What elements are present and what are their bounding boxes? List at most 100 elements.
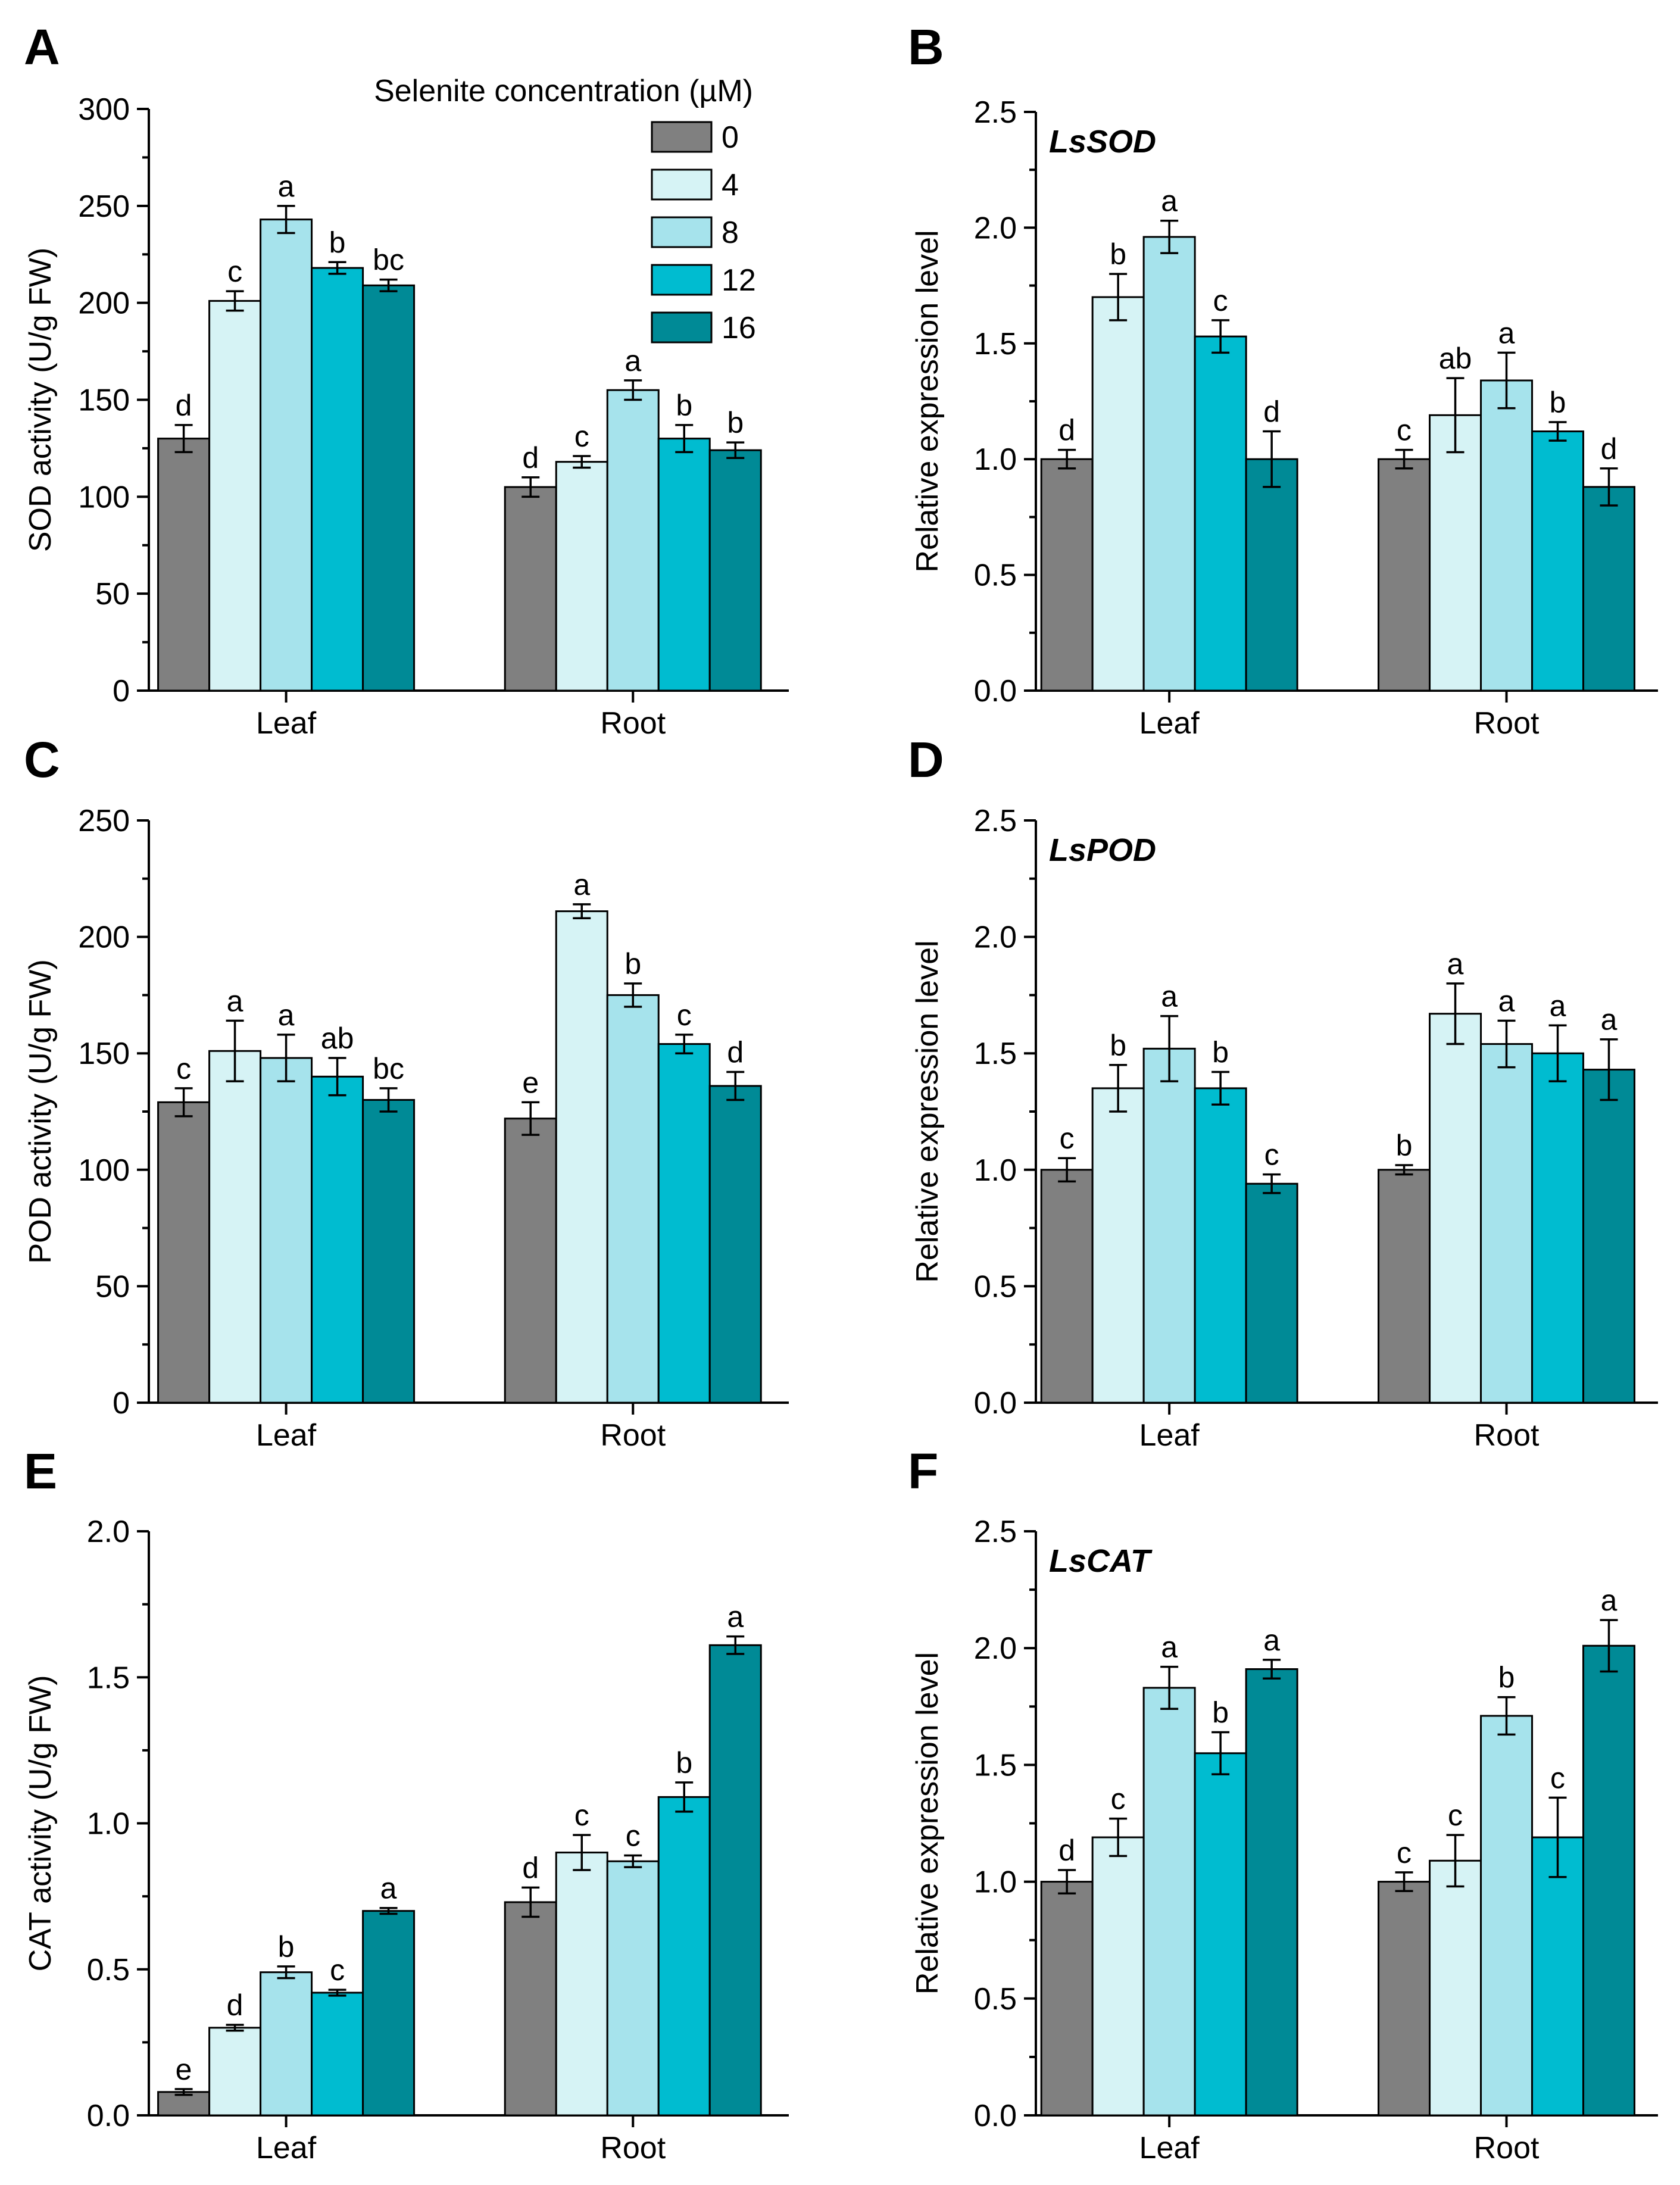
bar — [157, 1101, 211, 1404]
y-tick-label: 1.0 — [974, 1865, 1017, 1900]
significance-letter: a — [1161, 185, 1178, 218]
y-axis-label: Relative expression level — [910, 940, 945, 1282]
bar — [1429, 1859, 1482, 2117]
y-axis-label: Relative expression level — [910, 1652, 945, 1994]
significance-letter: bc — [373, 244, 404, 277]
significance-letter: e — [522, 1066, 539, 1099]
significance-letter: c — [574, 420, 589, 453]
legend-swatch — [651, 168, 713, 201]
significance-letter: b — [1110, 238, 1126, 271]
x-category-label: Leaf — [1139, 706, 1200, 741]
bar — [362, 284, 416, 692]
panel-b: B 0.0 0.5 1.0 1.5 2.0 2.5 Relative expression l… — [908, 19, 1658, 741]
y-tick-label: 1.5 — [974, 1748, 1017, 1783]
legend-title: Selenite concentration (µM) — [374, 74, 753, 108]
bar — [1480, 379, 1534, 692]
x-category-label: Root — [600, 706, 666, 741]
y-tick-label: 0.0 — [974, 674, 1017, 708]
legend-item-label: 16 — [722, 311, 756, 345]
significance-letter: b — [676, 389, 692, 422]
bar — [157, 2091, 211, 2117]
significance-letter: b — [329, 226, 346, 259]
panel-letter: C — [24, 732, 60, 788]
legend-item-label: 0 — [722, 120, 739, 155]
significance-letter: b — [1212, 1696, 1229, 1729]
y-tick-label: 50 — [95, 1269, 130, 1304]
bar — [1480, 1715, 1534, 2117]
bar — [1091, 1836, 1145, 2117]
bar — [1040, 1169, 1094, 1404]
x-category-label: Root — [1474, 706, 1540, 741]
significance-letter: b — [1110, 1029, 1126, 1062]
panel-letter: A — [24, 19, 60, 75]
significance-letter: c — [1448, 1799, 1463, 1832]
bar — [555, 910, 608, 1404]
bar — [1245, 458, 1298, 692]
bar — [1142, 1687, 1196, 2117]
panel-letter: F — [908, 1443, 938, 1499]
y-tick-label: 50 — [95, 577, 130, 611]
significance-letter: d — [727, 1035, 744, 1069]
significance-letter: a — [1447, 947, 1464, 981]
y-tick-label: 0.5 — [974, 1982, 1017, 2017]
bar — [1091, 1087, 1145, 1404]
significance-letter: a — [227, 984, 243, 1017]
significance-letter: c — [626, 1819, 641, 1852]
bar — [1194, 1087, 1247, 1404]
legend: Selenite concentration (µM) 0 4 8 12 16 — [374, 74, 756, 345]
bar — [504, 486, 557, 692]
y-tick-label: 250 — [78, 804, 130, 838]
bar — [1378, 1881, 1431, 2117]
bar — [1040, 1881, 1094, 2117]
bar — [1582, 1644, 1636, 2117]
significance-letter: b — [1498, 1661, 1515, 1694]
bar — [1142, 1047, 1196, 1404]
x-category-label: Leaf — [1139, 2131, 1200, 2165]
bar — [1378, 458, 1431, 692]
significance-letter: a — [573, 868, 590, 901]
significance-letter: a — [624, 344, 641, 377]
bar — [1531, 430, 1585, 692]
legend-swatch — [651, 121, 713, 153]
significance-letter: d — [227, 1989, 243, 2022]
significance-letter: b — [727, 406, 744, 439]
bar — [657, 1796, 711, 2117]
bar — [504, 1118, 557, 1404]
significance-letter: b — [1550, 386, 1566, 419]
significance-letter: c — [677, 998, 692, 1032]
significance-letter: d — [1601, 432, 1617, 466]
x-category-label: Root — [1474, 2131, 1540, 2165]
significance-letter: a — [727, 1600, 744, 1634]
significance-letter: b — [1396, 1129, 1413, 1162]
significance-letter: a — [380, 1872, 397, 1905]
significance-letter: a — [1161, 980, 1178, 1013]
significance-letter: c — [176, 1052, 191, 1085]
significance-letter: ab — [1439, 342, 1472, 375]
panel-e: E 0.0 0.5 1.0 1.5 2.0 CAT activity (U/g FW) e d b… — [23, 1443, 789, 2165]
gene-title: LsCAT — [1049, 1543, 1153, 1579]
bar — [606, 994, 660, 1404]
bar — [1091, 296, 1145, 692]
significance-letter: a — [1498, 984, 1515, 1017]
bar — [1142, 236, 1196, 692]
bar — [1531, 1052, 1585, 1404]
y-tick-label: 150 — [78, 1037, 130, 1071]
significance-letter: d — [1058, 414, 1075, 447]
significance-letter: bc — [373, 1052, 404, 1085]
bar — [311, 1075, 364, 1404]
y-tick-label: 0.5 — [974, 558, 1017, 593]
legend-item-label: 12 — [722, 263, 756, 298]
bar — [362, 1910, 416, 2117]
gene-title: LsSOD — [1049, 124, 1156, 160]
bar — [1245, 1182, 1298, 1404]
legend-item-label: 8 — [722, 216, 739, 250]
y-tick-label: 2.5 — [974, 95, 1017, 130]
bar — [657, 1043, 711, 1404]
significance-letter: ab — [321, 1022, 354, 1055]
bar — [157, 438, 211, 692]
bar — [260, 1057, 313, 1404]
significance-letter: c — [1060, 1122, 1075, 1155]
x-category-label: Root — [600, 1418, 666, 1453]
significance-letter: a — [1601, 1003, 1617, 1037]
